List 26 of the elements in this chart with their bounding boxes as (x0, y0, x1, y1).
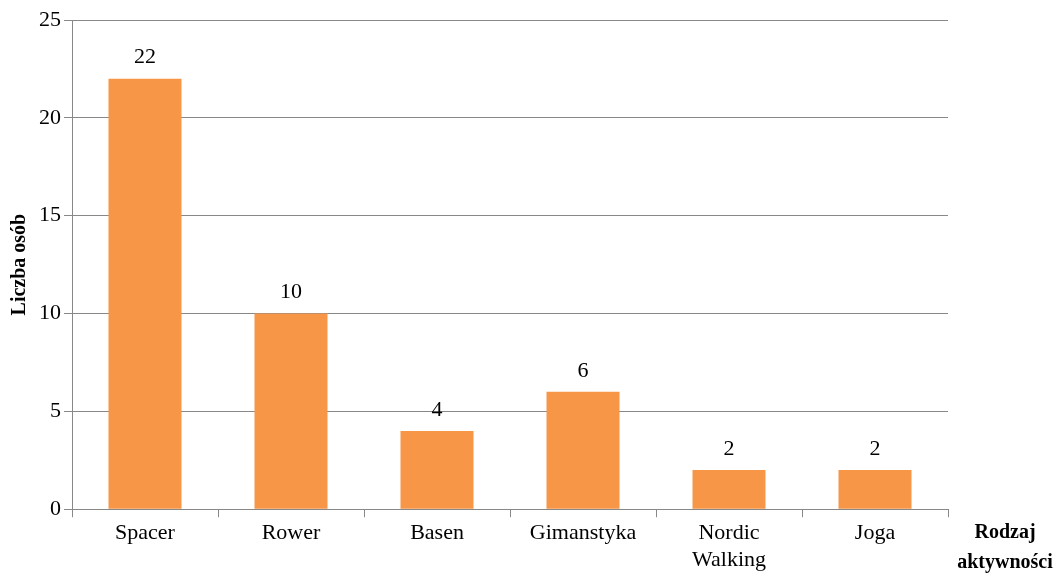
y-tick-label: 10 (39, 299, 61, 325)
x-tick-label: Nordic Walking (692, 519, 766, 571)
bar (838, 470, 912, 509)
x-tick-label: Gimanstyka (529, 519, 637, 545)
x-tick-label: Spacer (115, 519, 176, 545)
y-tick-label: 0 (50, 494, 61, 520)
x-tick-label: Basen (410, 519, 464, 545)
bar (546, 391, 620, 509)
data-label: 2 (723, 434, 735, 460)
bar (108, 78, 182, 509)
y-tick-label: 5 (50, 397, 61, 423)
x-axis-title: Rodzaj aktywności (957, 520, 1054, 574)
bar (254, 313, 328, 509)
data-label: 4 (431, 395, 443, 421)
y-axis-title: Liczba osób (7, 213, 30, 316)
data-label: 22 (134, 43, 156, 69)
bar (400, 430, 474, 509)
x-tick-label: Joga (854, 519, 896, 545)
y-tick-label: 25 (39, 5, 61, 31)
x-tick-label: Rower (261, 519, 321, 545)
data-label: 10 (280, 278, 302, 304)
y-tick-label: 15 (39, 201, 61, 227)
data-label: 6 (577, 356, 589, 382)
bar (692, 470, 766, 509)
data-label: 2 (869, 434, 881, 460)
y-tick-label: 20 (39, 103, 61, 129)
